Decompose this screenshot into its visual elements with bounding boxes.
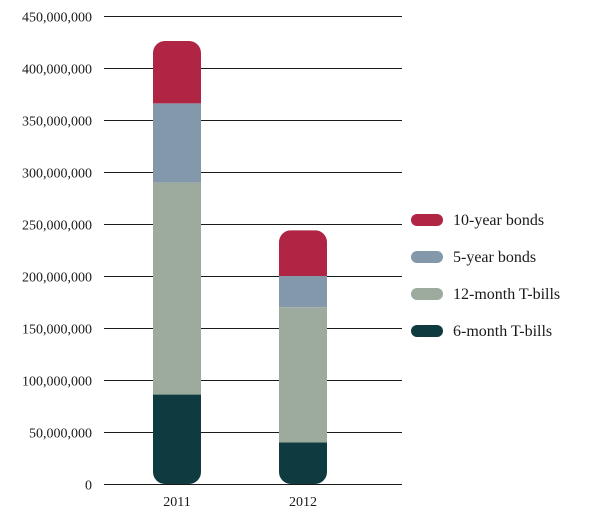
legend-label: 5-year bonds (453, 249, 536, 266)
bar-2012 (279, 230, 327, 484)
gridlines (104, 16, 402, 485)
bar-segment-10-year-bonds-2012 (279, 230, 327, 276)
y-axis-tick-labels: 0 50,000,000 100,000,000 150,000,000 200,000… (22, 11, 92, 494)
y-tick-label: 350,000,000 (22, 115, 92, 130)
y-tick-label: 50,000,000 (29, 427, 92, 442)
y-tick-label: 150,000,000 (22, 323, 92, 338)
bar-segment-5-year-bonds-2011 (153, 103, 201, 183)
bar-segment-6-month-t-bills-2011 (153, 394, 201, 484)
y-tick-label: 250,000,000 (22, 219, 92, 234)
legend-swatch (411, 251, 443, 263)
y-tick-label: 0 (85, 479, 92, 494)
bar-segment-6-month-t-bills-2012 (279, 442, 327, 484)
bar-segment-5-year-bonds-2012 (279, 276, 327, 308)
x-tick-label: 2012 (289, 495, 317, 510)
legend-label: 12-month T-bills (453, 286, 560, 303)
bar-segment-10-year-bonds-2011 (153, 40, 201, 104)
legend-swatch (411, 325, 443, 337)
legend-label: 10-year bonds (453, 212, 544, 229)
legend-swatch (411, 214, 443, 226)
legend-swatch (411, 288, 443, 300)
y-tick-label: 100,000,000 (22, 375, 92, 390)
x-tick-label: 2011 (163, 495, 190, 510)
x-axis-tick-labels: 2011 2012 (163, 495, 317, 510)
bars (153, 40, 327, 484)
legend: 10-year bonds 5-year bonds 12-month T-bill… (411, 212, 560, 340)
y-tick-label: 300,000,000 (22, 167, 92, 182)
y-tick-label: 450,000,000 (22, 11, 92, 26)
y-tick-label: 400,000,000 (22, 63, 92, 78)
bar-2011 (153, 40, 201, 484)
bar-segment-12-month-t-bills-2012 (279, 307, 327, 443)
y-tick-label: 200,000,000 (22, 271, 92, 286)
bar-segment-12-month-t-bills-2011 (153, 182, 201, 395)
legend-label: 6-month T-bills (453, 323, 552, 340)
